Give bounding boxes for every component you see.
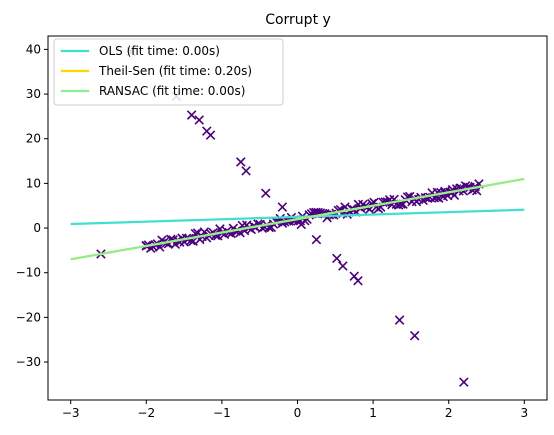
legend: OLS (fit time: 0.00s) Theil-Sen (fit time… [53,38,284,106]
legend-label: OLS (fit time: 0.00s) [99,44,220,58]
outlier-point [236,157,246,167]
outlier-point [332,253,342,264]
plot-area [70,46,525,387]
outlier-point [194,115,204,125]
x-tick-label: 3 [520,406,528,420]
y-tick-label: 40 [26,42,41,56]
outlier-point [353,275,363,286]
outlier-point [394,315,405,325]
legend-label: Theil-Sen (fit time: 0.20s) [98,64,252,78]
outlier-point [409,330,420,341]
legend-box [53,38,284,106]
outlier-point [338,261,348,271]
x-tick-label: 0 [294,406,302,420]
outlier-point [186,110,197,120]
outlier-point [277,202,288,212]
outlier-point [296,219,307,230]
x-tick-label: −2 [137,406,155,420]
y-tick-label: 0 [33,221,41,235]
outlier-point [459,377,469,387]
outlier-point [260,188,271,198]
y-tick-label: −20 [16,310,41,324]
x-tick-label: 2 [445,406,453,420]
y-tick-label: −10 [16,266,41,280]
legend-label: RANSAC (fit time: 0.00s) [99,84,245,98]
series-line-0 [70,208,525,226]
y-tick-label: 10 [26,176,41,190]
outlier-point [241,166,251,176]
x-tick-label: 1 [369,406,377,420]
chart-title: Corrupt y [265,12,331,28]
x-tick-label: −1 [213,406,231,420]
y-tick-label: 20 [26,132,41,146]
x-tick-label: −3 [62,406,80,420]
series-line-2 [70,177,525,261]
outlier-point [311,234,322,245]
y-tick-label: −30 [16,355,41,369]
y-tick-label: 30 [26,87,41,101]
outlier-point [205,130,216,140]
